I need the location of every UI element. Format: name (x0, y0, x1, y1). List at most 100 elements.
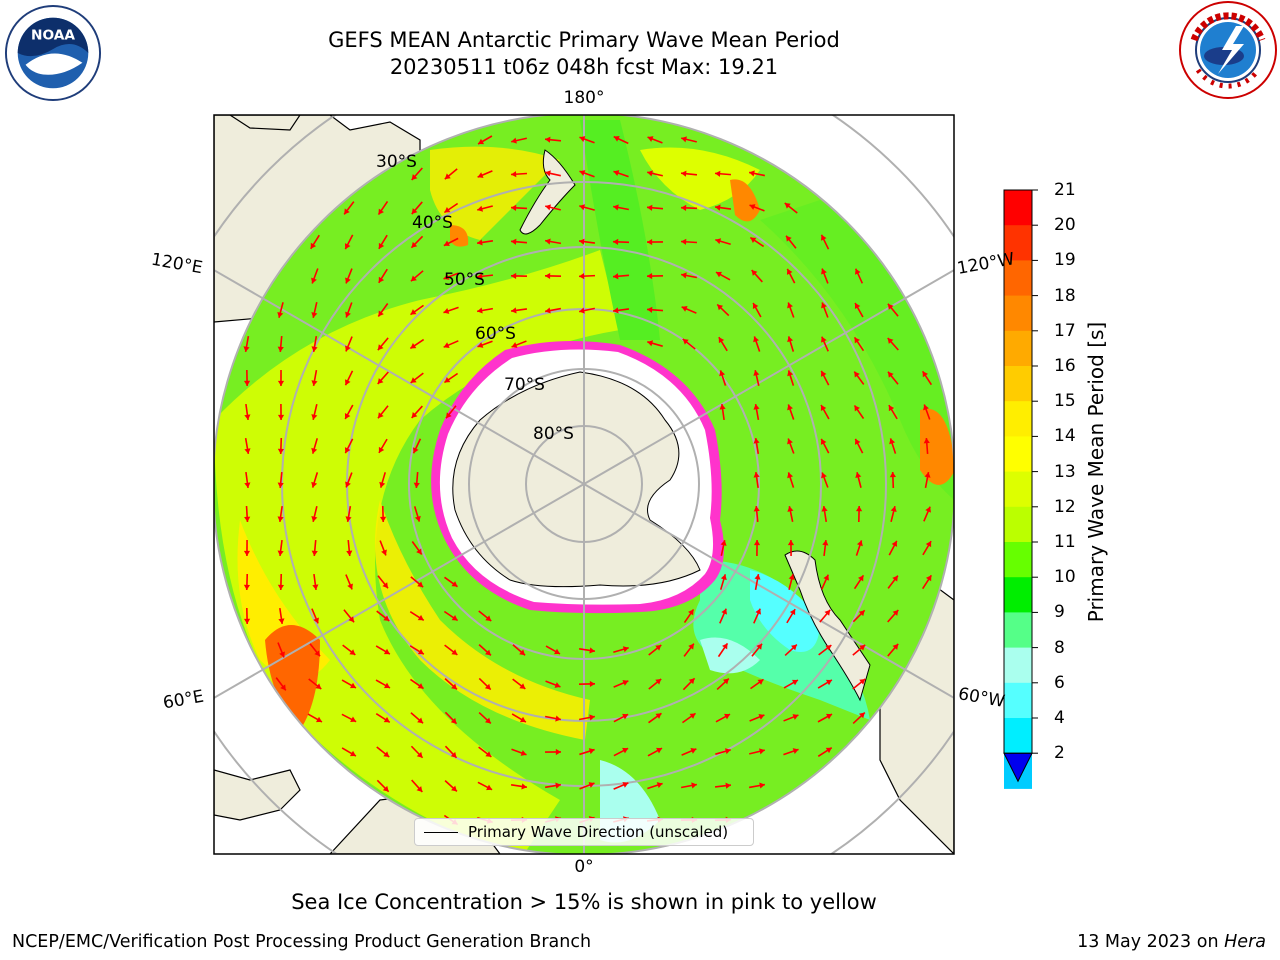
wave-arrow-head (278, 618, 285, 624)
wave-arrow-head (443, 308, 450, 314)
sea-ice-note: Sea Ice Concentration > 15% is shown in … (291, 890, 877, 914)
wave-arrow-head (820, 370, 827, 377)
wave-arrow-head (378, 208, 384, 215)
wave-arrow-head (825, 645, 832, 651)
colorbar-tick-label: 10 (1054, 567, 1076, 588)
wave-arrow-head (719, 404, 726, 410)
wave-arrow-head (579, 273, 585, 280)
lat-label-60s: 60°S (475, 324, 516, 344)
wave-arrow-head (892, 610, 899, 616)
legend-label: Primary Wave Direction (unscaled) (468, 823, 729, 841)
colorbar-title: Primary Wave Mean Period [s] (1084, 321, 1108, 623)
wave-arrow-head (681, 204, 687, 211)
wave-arrow-head (786, 235, 792, 242)
wave-arrow-head (451, 615, 458, 621)
wave-arrow-head (411, 174, 418, 180)
wave-arrow-head (477, 273, 483, 280)
wave-arrow-head (511, 307, 517, 314)
wave-arrow-head (720, 574, 727, 581)
wave-arrow-head (751, 270, 758, 276)
wave-arrow-head (545, 238, 551, 245)
wave-arrow-head (554, 682, 561, 688)
wave-arrow-head (820, 234, 827, 241)
wave-arrow-head (759, 782, 765, 789)
wave-arrow-head (647, 238, 653, 246)
wave-arrow-head (787, 438, 793, 445)
colorbar-tick-label: 8 (1054, 637, 1065, 658)
wave-arrow-head (824, 609, 831, 616)
colorbar-segment (1004, 225, 1032, 261)
wave-arrow-head (656, 747, 663, 754)
wave-arrow-head (243, 618, 251, 624)
wave-arrow-head (417, 648, 424, 655)
wave-arrow-head (825, 679, 832, 686)
wave-arrow-head (410, 343, 417, 349)
wave-arrow-head (520, 750, 527, 756)
wave-arrow-head (889, 438, 896, 445)
wave-arrow-head (786, 268, 793, 275)
lat-label-80s: 80°S (533, 424, 574, 444)
wave-arrow-head (589, 647, 595, 654)
wave-arrow-head (858, 610, 865, 617)
wave-arrow-head (688, 678, 695, 685)
wave-arrow-head (311, 414, 318, 420)
wave-arrow-head (519, 716, 526, 723)
wave-direction-arrows (243, 135, 933, 826)
colorbar-segment (1004, 401, 1032, 437)
wave-arrow-head (613, 307, 619, 314)
wave-arrow-head (647, 272, 653, 280)
wave-arrow-head (315, 683, 322, 689)
wave-arrow-head (715, 271, 722, 278)
wave-arrow-head (511, 272, 517, 280)
wave-arrow-head (820, 405, 827, 412)
colorbar-tick-label: 17 (1054, 320, 1076, 341)
wave-arrow-head (411, 208, 418, 215)
wave-arrow-head (753, 506, 760, 512)
wave-arrow-head (647, 136, 654, 142)
wave-arrow-head (545, 307, 551, 314)
wave-arrow-head (721, 608, 727, 615)
wave-arrow-head (758, 714, 765, 720)
wave-arrow-head (446, 412, 452, 419)
wave-arrow-head (349, 750, 356, 757)
wave-arrow-head (244, 414, 251, 420)
wave-arrow-head (717, 304, 724, 311)
wave-arrow-head (346, 550, 353, 556)
wave-arrow-head (444, 173, 451, 180)
wave-arrow-head (655, 645, 662, 651)
wave-arrow-head (311, 346, 318, 352)
wave-arrow-head (311, 550, 318, 556)
wave-arrow-head (753, 336, 759, 343)
wave-arrow-head (720, 540, 727, 546)
colorbar-tick-label: 20 (1054, 215, 1076, 236)
footer-date-text: 13 May 2023 on (1077, 932, 1219, 952)
colorbar-segment (1004, 647, 1032, 684)
wave-arrow-head (279, 651, 285, 658)
wave-arrow-head (655, 713, 662, 719)
wave-arrow-head (792, 714, 799, 720)
wave-arrow-head (377, 344, 384, 351)
colorbar-tick-label: 4 (1054, 708, 1065, 728)
colorbar-tick-label: 11 (1054, 532, 1076, 552)
wave-arrow-head (724, 713, 731, 720)
wave-arrow-head (280, 684, 286, 691)
wave-arrow-head (478, 138, 485, 145)
wave-arrow-head (519, 649, 526, 656)
wave-arrow-head (821, 472, 827, 479)
colorbar-tick-label: 19 (1054, 250, 1076, 271)
wave-arrow-head (757, 679, 764, 685)
wave-arrow-head (417, 717, 424, 724)
wave-arrow-head (555, 748, 561, 756)
wave-arrow-head (821, 506, 828, 512)
wave-arrow-head (647, 204, 653, 211)
wave-arrow-head (349, 682, 356, 689)
wave-arrow-head (380, 516, 387, 522)
colorbar-segment (1004, 718, 1032, 754)
new-zealand-land (519, 149, 576, 235)
wave-arrow-head (311, 380, 318, 386)
wave-arrow-head (719, 370, 726, 377)
wave-arrow-head (485, 649, 491, 656)
colorbar-segment (1004, 471, 1032, 508)
wave-arrow-head (753, 404, 760, 410)
